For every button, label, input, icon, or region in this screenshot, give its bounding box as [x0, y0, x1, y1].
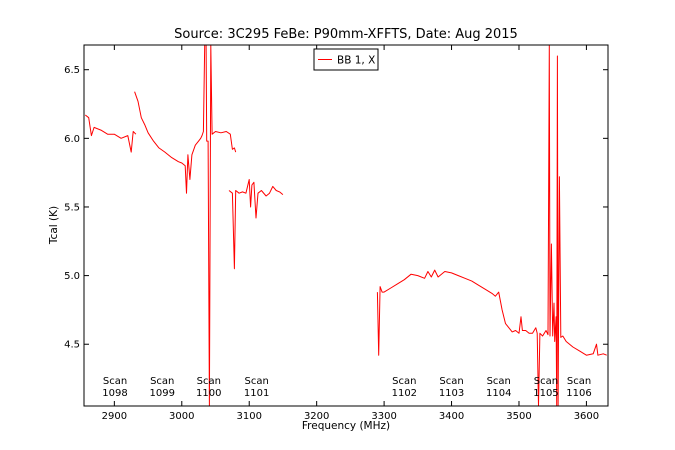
scan-annotation: Scan 1105 [533, 376, 558, 399]
scan-annotation: Scan 1099 [150, 376, 175, 399]
tick-layer: 2900 3000 3100 3200 3300 3400 3500 3600 4.5 5.0 5.… [64, 45, 608, 422]
series-line-segment [134, 45, 237, 406]
scan-annotation: Scan 1102 [392, 376, 417, 399]
y-tick-label: 5.0 [64, 271, 80, 282]
y-tick-label: 6.0 [64, 134, 80, 145]
x-tick-label: 3500 [506, 411, 531, 422]
scan-annotation: Scan 1103 [439, 376, 464, 399]
y-tick-label: 5.5 [64, 202, 80, 213]
legend: BB 1, X [313, 48, 379, 71]
legend-entry: BB 1, X [337, 55, 375, 67]
x-tick-label: 3100 [236, 411, 261, 422]
x-tick-label: 3400 [439, 411, 464, 422]
series-layer [84, 45, 607, 406]
y-tick-label: 6.5 [64, 65, 80, 76]
plot-frame [83, 44, 609, 407]
x-tick-label: 2900 [102, 411, 127, 422]
series-line-segment [228, 179, 284, 270]
scan-annotation: Scan 1101 [244, 376, 269, 399]
x-tick-label: 3300 [371, 411, 396, 422]
scan-annotation: Scan 1098 [102, 376, 127, 399]
chart-title: Source: 3C295 FeBe: P90mm-XFFTS, Date: A… [174, 27, 518, 42]
x-tick-label: 3200 [304, 411, 329, 422]
series-line-segment [84, 114, 137, 153]
scan-annotation: Scan 1106 [566, 376, 591, 399]
x-tick-label: 3000 [169, 411, 194, 422]
scan-annotation: Scan 1104 [486, 376, 511, 399]
y-tick-label: 4.5 [64, 340, 80, 351]
x-tick-label: 3600 [574, 411, 599, 422]
legend-box [313, 48, 379, 71]
x-axis-label: Frequency (MHz) [301, 420, 391, 432]
scan-annotation: Scan 1100 [196, 376, 221, 399]
annotation-layer: Scan 1098 Scan 1099 Scan 1100 Scan 1101 Scan 1102… [102, 376, 591, 399]
series-line-segment [376, 45, 607, 406]
